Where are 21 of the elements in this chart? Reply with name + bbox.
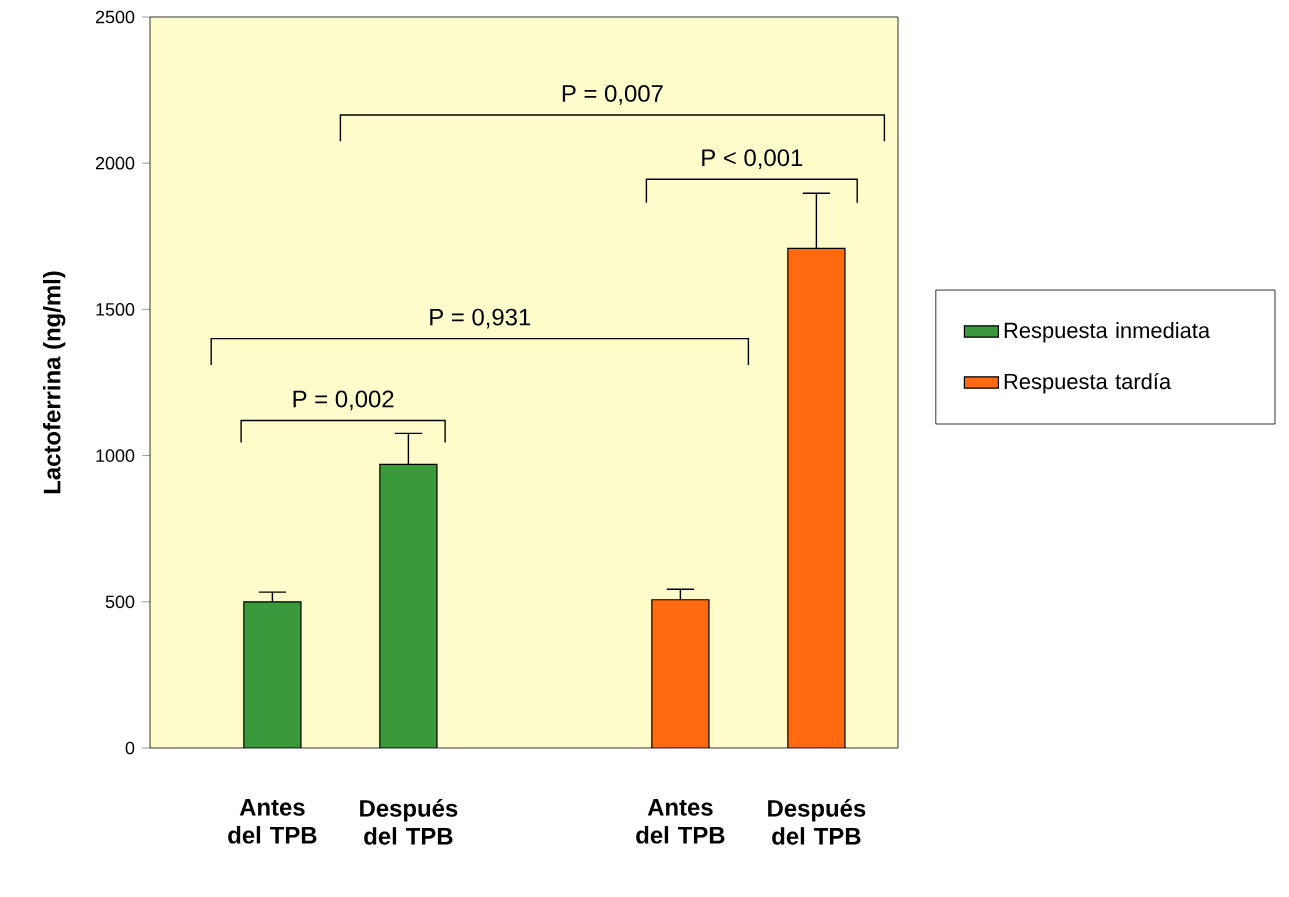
annotation: P = 0,002	[293, 390, 394, 411]
bar	[787, 247, 846, 748]
legend-label: Respuesta inmediata	[1004, 322, 1211, 343]
x-tick-label: Después del TPB	[768, 799, 866, 845]
bar	[651, 599, 710, 748]
annotation: P < 0,001	[702, 149, 803, 170]
x-tick-label: Después del TPB	[360, 799, 458, 845]
y-tick-label: 1000	[96, 449, 135, 462]
y-tick-label: 0	[125, 741, 135, 755]
y-tick-label: 2500	[95, 10, 135, 24]
y-axis-title: Lactoferrina (ng/ml)	[43, 271, 66, 494]
y-tick-label: 500	[105, 595, 135, 609]
annotation: P = 0,931	[430, 308, 531, 329]
y-tick-label: 2000	[95, 156, 135, 170]
bar	[379, 463, 438, 748]
x-tick-label: Antes del TPB	[228, 799, 317, 844]
annotation: P = 0,007	[562, 84, 663, 105]
x-tick-label: Antes del TPB	[636, 799, 725, 844]
legend-label: Respuesta tardía	[1004, 372, 1172, 394]
bar	[243, 601, 302, 748]
y-tick-label: 1500	[96, 303, 135, 316]
